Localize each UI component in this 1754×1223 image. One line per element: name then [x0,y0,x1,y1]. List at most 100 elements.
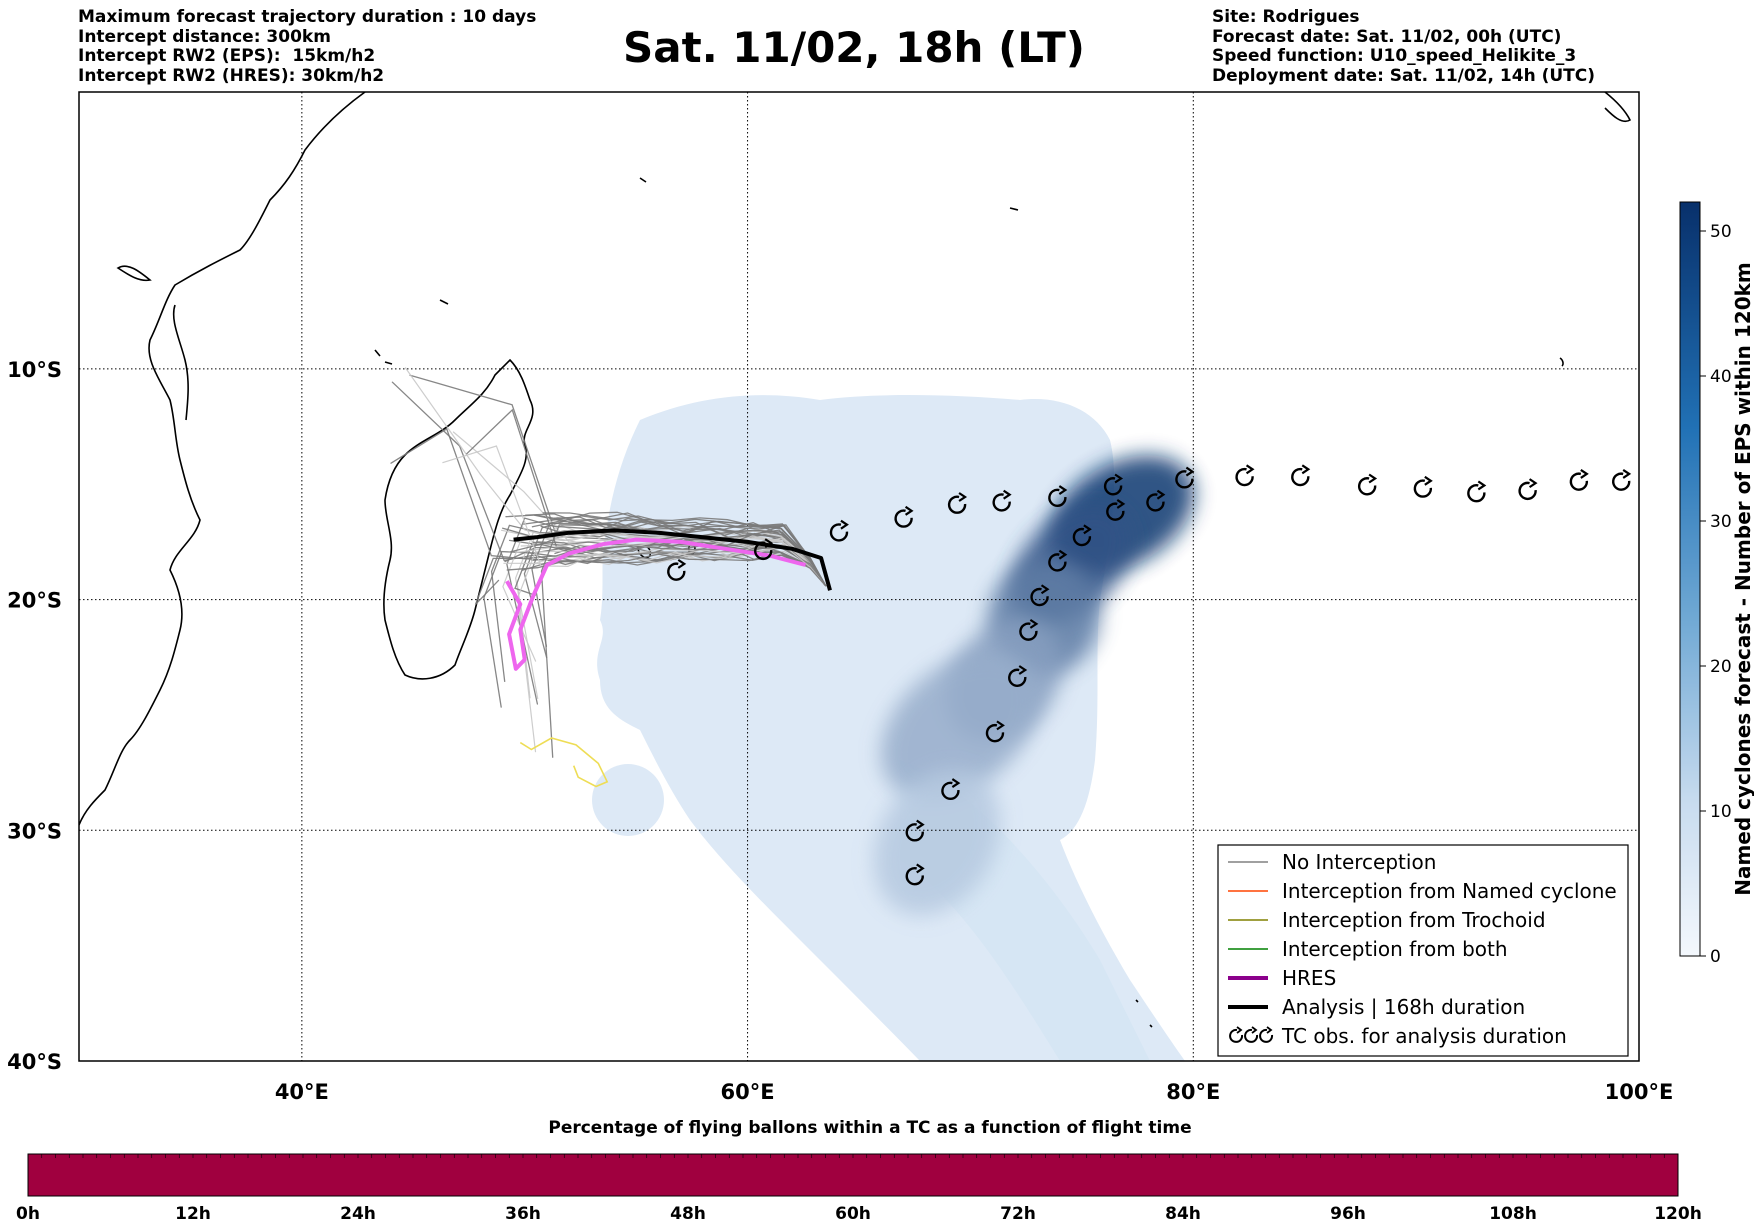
tc-marker-icon [947,492,968,514]
tc-marker-icon [941,778,961,801]
flight-time-tick-label: 84h [1165,1204,1201,1223]
colorbar-tick-label: 20 [1710,657,1732,677]
lat-tick-label: 30°S [7,819,62,843]
lon-tick-label: 40°E [275,1080,329,1104]
tc-marker-icon [1518,478,1538,501]
eps-trajectory-line [553,516,827,587]
header-right-line: Speed function: U10_speed_Helikite_3 [1212,46,1577,66]
flight-time-colorbar-title: Percentage of flying ballons within a TC… [548,1118,1192,1138]
legend-item: TC obs. for analysis duration [1229,1024,1567,1048]
colorbar-tick-label: 50 [1710,222,1732,242]
colorbar-label: Named cyclones forecast - Number of EPS … [1731,262,1754,896]
eps-trajectory-line [515,538,827,587]
tc-marker-icon [1103,473,1124,496]
yellow-trajectory [519,737,609,788]
legend-label: Analysis | 168h duration [1282,995,1525,1019]
lat-tick-label: 40°S [7,1050,62,1074]
tc-marker-icon [1008,665,1028,687]
legend-item: Interception from both [1228,937,1508,961]
header-right-info: Site: Rodrigues Forecast date: Sat. 11/0… [1212,7,1596,86]
flight-time-tick-label: 12h [175,1204,211,1223]
analysis-trajectory [513,528,832,591]
flight-time-colorbar-bar [27,1153,1679,1197]
eps-colorbar-gradient [1679,201,1701,957]
map-frame [78,91,1640,1062]
header-left-info: Maximum forecast trajectory duration : 1… [78,7,537,86]
colorbar-tick-label: 0 [1710,947,1721,967]
tc-marker-icon [1291,464,1311,487]
legend-label: HRES [1282,966,1336,990]
flight-time-tick-label: 120h [1654,1204,1702,1223]
tc-marker-icon [894,505,914,528]
tc-marker-icon [992,489,1012,512]
tc-marker-icon [1467,480,1487,503]
eps-colorbar: 0 10 20 30 40 50 Named cyclones forecast - Num… [1679,201,1754,967]
tc-marker-icon [1229,1026,1274,1043]
tc-marker-icon [1175,466,1195,489]
tc-marker-icon [1030,584,1050,607]
legend-item: Interception from Trochoid [1228,908,1546,932]
lat-tick-label: 20°S [7,589,62,613]
legend-label: TC obs. for analysis duration [1281,1024,1567,1048]
flight-time-tick-label: 36h [505,1204,541,1223]
legend-item: HRES [1228,966,1336,990]
tc-marker-icon [667,558,687,581]
legend-box [1217,844,1629,1057]
header-right-line: Site: Rodrigues [1212,7,1360,27]
lon-tick-label: 100°E [1605,1080,1674,1104]
eps-density-blob [880,653,1038,800]
colorbar-tick-label: 10 [1710,802,1732,822]
header-left-line: Maximum forecast trajectory duration : 1… [78,7,537,27]
legend-item: No Interception [1228,850,1436,874]
header-left-line: Intercept RW2 (EPS): 15km/h2 [78,46,376,66]
flight-time-colorbar: 0h 12h 24h 36h 48h 60h 72h 84h 96h 108h 120h [16,1153,1702,1223]
header-right-line: Forecast date: Sat. 11/02, 00h (UTC) [1212,26,1562,47]
tc-marker-icon [985,720,1005,743]
legend-label: No Interception [1282,850,1436,874]
legend-item: Interception from Named cyclone [1228,879,1617,903]
axis-labels: 40°E 60°E 80°E 100°E 10°S 20°S 30°S 40°S [7,358,1673,1104]
legend-label: Interception from Trochoid [1282,908,1546,932]
legend: No Interception Interception from Named c… [1217,844,1629,1057]
hres-trajectory [505,537,807,671]
tc-marker-icon [1569,468,1589,491]
tc-marker-icon [1413,475,1433,498]
tc-marker-icon [754,538,774,561]
legend-item: Analysis | 168h duration [1228,995,1525,1019]
colorbar-tick-label: 40 [1710,367,1732,387]
graticule [79,92,1639,1061]
colorbar-tick-label: 30 [1710,512,1732,532]
tc-marker-icon [905,819,925,842]
header-right-line: Deployment date: Sat. 11/02, 14h (UTC) [1212,65,1596,86]
tc-marker-icon [905,863,925,886]
eps-trajectory-line [540,523,827,758]
eps-density-blob [873,768,1001,916]
eps-trajectory-line [510,543,827,587]
flight-time-tick-label: 24h [340,1204,376,1223]
tc-marker-icon [1048,485,1068,508]
flight-time-tick-label: 48h [670,1204,706,1223]
flight-time-tick-label: 0h [16,1204,40,1223]
eps-trajectory-line [390,427,827,587]
tc-marker-icon [1048,549,1068,572]
legend-label: Interception from Named cyclone [1282,879,1617,903]
lon-tick-label: 80°E [1166,1080,1220,1104]
eps-trajectory-line [404,367,827,587]
tc-marker-icon [1106,498,1126,521]
legend-label: Interception from both [1282,937,1508,961]
flight-time-tick-label: 96h [1330,1204,1366,1223]
tc-marker-icon [1146,489,1166,512]
tc-marker-icon [1358,473,1378,496]
flight-time-tick-label: 108h [1489,1204,1537,1223]
eps-trajectory-line [506,551,827,587]
lat-tick-label: 10°S [7,358,62,382]
lon-tick-label: 60°E [721,1080,775,1104]
tc-marker-icon [1019,618,1039,641]
tc-marker-icon [829,519,849,542]
tc-marker-icon [1072,524,1092,547]
flight-time-tick-label: 72h [1000,1204,1036,1223]
tc-marker-icon [1235,464,1255,487]
map-title: Sat. 11/02, 18h (LT) [0,22,1720,74]
tc-marker-icon [1612,468,1632,491]
